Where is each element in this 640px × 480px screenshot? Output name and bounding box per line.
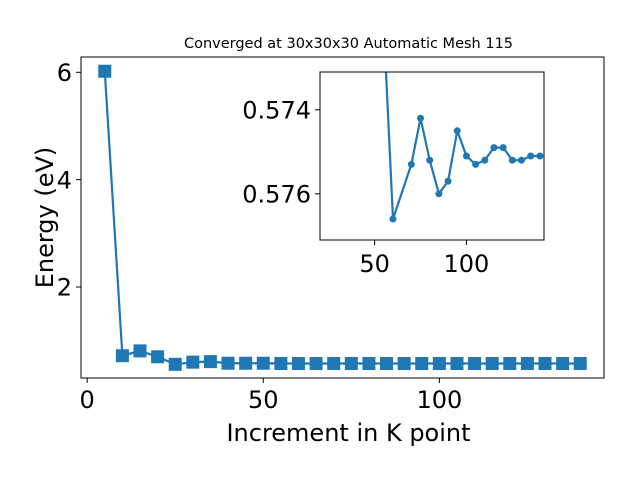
data-point: [203, 355, 217, 369]
data-point: [239, 356, 253, 370]
data-point: [389, 215, 397, 223]
data-point: [115, 349, 129, 363]
inset-y-ticks: 0.574 0.576: [242, 96, 320, 208]
data-point: [186, 355, 200, 369]
data-point: [362, 357, 376, 371]
series-line: [103, 71, 581, 366]
inset-series: [384, 72, 544, 223]
inset-x-ticks: 50 100: [359, 240, 489, 278]
data-point: [309, 357, 323, 371]
y-tick-label: 6: [57, 59, 72, 87]
x-tick-label: 0: [80, 386, 95, 414]
chart-title: Converged at 30x30x30 Automatic Mesh 115: [184, 36, 513, 52]
data-point: [380, 357, 394, 371]
data-point: [256, 356, 270, 370]
data-point: [432, 357, 446, 371]
data-point: [490, 144, 498, 152]
data-point: [426, 156, 434, 164]
x-axis-label: Increment in K point: [226, 419, 470, 447]
data-point: [538, 357, 552, 371]
data-point: [556, 357, 570, 371]
data-point: [527, 152, 535, 160]
data-point: [344, 357, 358, 371]
data-point: [485, 357, 499, 371]
main-y-ticks: 2 4 6: [57, 59, 81, 302]
main-chart: Converged at 30x30x30 Automatic Mesh 115…: [31, 36, 605, 447]
data-point: [291, 357, 305, 371]
main-plot-frame: [80, 56, 605, 379]
y-tick-label: 0.576: [242, 180, 311, 208]
data-point: [450, 357, 464, 371]
data-point: [397, 357, 411, 371]
data-point: [453, 127, 461, 135]
main-series: [98, 64, 587, 371]
data-point: [520, 357, 534, 371]
y-tick-label: 2: [57, 274, 72, 302]
main-x-ticks: 0 50 100: [80, 378, 462, 414]
data-point: [536, 152, 544, 160]
y-axis-label: Energy (eV): [31, 147, 59, 289]
x-tick-label: 50: [248, 386, 279, 414]
data-point: [327, 357, 341, 371]
data-point: [435, 190, 443, 198]
y-tick-label: 0.574: [242, 96, 311, 124]
data-point: [151, 350, 165, 364]
data-point: [407, 160, 415, 168]
data-point: [468, 357, 482, 371]
inset-chart: 50 100 0.574 0.576: [242, 71, 545, 278]
data-point: [573, 357, 587, 371]
data-point: [462, 152, 470, 160]
data-point: [518, 156, 526, 164]
data-point: [168, 357, 182, 371]
x-tick-label: 50: [359, 250, 390, 278]
data-point: [221, 356, 235, 370]
data-point: [481, 156, 489, 164]
data-point: [98, 64, 112, 78]
inset-plot-frame: [319, 71, 545, 241]
x-tick-label: 100: [444, 250, 490, 278]
data-point: [503, 357, 517, 371]
x-tick-label: 100: [416, 386, 462, 414]
data-point: [274, 357, 288, 371]
data-point: [499, 144, 507, 152]
data-point: [417, 114, 425, 122]
y-tick-label: 4: [57, 166, 72, 194]
data-point: [415, 357, 429, 371]
data-point: [472, 160, 480, 168]
data-point: [508, 156, 516, 164]
data-point: [133, 344, 147, 358]
data-point: [444, 177, 452, 185]
